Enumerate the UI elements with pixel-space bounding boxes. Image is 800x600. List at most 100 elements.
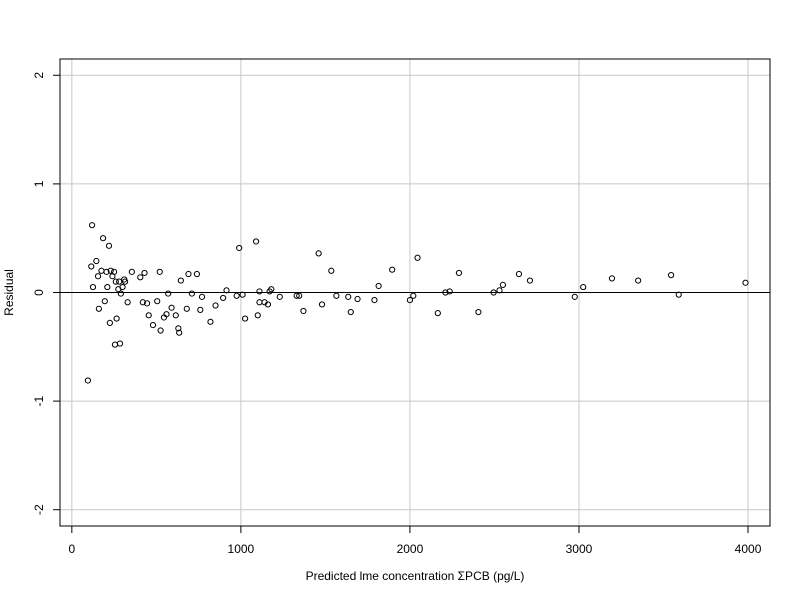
data-points bbox=[84, 222, 749, 384]
x-tick-label: 4000 bbox=[735, 542, 762, 556]
data-point bbox=[185, 270, 192, 278]
y-axis: -2 -1 0 1 2 bbox=[32, 72, 60, 515]
data-point bbox=[94, 273, 102, 280]
data-point bbox=[499, 281, 507, 288]
data-point bbox=[98, 267, 105, 274]
data-point bbox=[580, 283, 587, 291]
data-point bbox=[111, 341, 119, 348]
data-point bbox=[113, 315, 120, 322]
data-point bbox=[264, 301, 272, 308]
x-tick-label: 2000 bbox=[397, 542, 424, 556]
data-point bbox=[296, 292, 303, 299]
data-point bbox=[165, 290, 172, 297]
data-point bbox=[207, 318, 214, 325]
data-point bbox=[300, 307, 307, 315]
data-point bbox=[89, 222, 96, 229]
data-point bbox=[121, 278, 129, 285]
data-point bbox=[89, 283, 97, 291]
data-point bbox=[635, 277, 642, 284]
data-point bbox=[117, 290, 124, 297]
data-point bbox=[475, 308, 482, 316]
data-point bbox=[157, 327, 164, 334]
data-point bbox=[406, 297, 414, 304]
data-point bbox=[389, 266, 396, 273]
data-point bbox=[256, 288, 263, 295]
data-point bbox=[446, 288, 453, 295]
data-point bbox=[328, 267, 335, 274]
data-point bbox=[571, 293, 578, 300]
horizontal-grid-lines bbox=[60, 74, 770, 511]
data-point bbox=[105, 242, 113, 249]
data-point bbox=[116, 340, 124, 347]
data-point bbox=[256, 299, 263, 306]
data-point bbox=[197, 306, 204, 313]
data-point bbox=[172, 312, 179, 319]
data-point bbox=[139, 299, 146, 306]
data-point bbox=[410, 292, 417, 299]
data-point bbox=[188, 290, 195, 297]
data-point bbox=[252, 238, 260, 245]
data-point bbox=[442, 289, 449, 296]
data-point bbox=[84, 377, 91, 384]
data-point bbox=[145, 312, 152, 319]
data-point bbox=[137, 274, 144, 281]
data-point bbox=[177, 277, 184, 284]
data-point bbox=[496, 287, 503, 294]
data-point bbox=[154, 298, 161, 305]
data-point bbox=[176, 329, 183, 336]
data-point bbox=[236, 244, 243, 252]
data-point bbox=[168, 304, 175, 311]
data-point bbox=[434, 310, 441, 317]
data-point bbox=[198, 293, 206, 300]
data-point bbox=[455, 269, 463, 277]
data-point bbox=[119, 283, 126, 291]
data-point bbox=[193, 270, 201, 278]
data-point bbox=[100, 235, 107, 242]
x-axis: 0 1000 2000 3000 4000 bbox=[68, 526, 762, 556]
x-axis-label: Predicted lme concentration ΣPCB (pg/L) bbox=[306, 569, 525, 583]
data-point bbox=[103, 268, 110, 275]
data-point bbox=[175, 325, 182, 332]
y-tick-label: 2 bbox=[32, 72, 46, 79]
data-point bbox=[110, 268, 118, 275]
y-tick-label: -1 bbox=[32, 395, 46, 406]
data-point bbox=[242, 315, 249, 322]
data-point bbox=[608, 275, 616, 282]
data-point bbox=[375, 282, 382, 290]
data-point bbox=[212, 302, 219, 309]
data-point bbox=[128, 268, 135, 275]
data-point bbox=[333, 292, 340, 299]
data-point bbox=[106, 319, 113, 327]
data-point bbox=[668, 272, 675, 279]
data-point bbox=[93, 257, 100, 265]
data-point bbox=[315, 250, 322, 257]
y-tick-label: -2 bbox=[32, 504, 46, 515]
data-point bbox=[515, 270, 523, 278]
data-point bbox=[156, 268, 163, 275]
data-point bbox=[223, 287, 230, 294]
data-point bbox=[371, 297, 378, 304]
data-point bbox=[526, 277, 534, 284]
data-point bbox=[88, 263, 95, 270]
data-point bbox=[95, 305, 102, 312]
y-tick-label: 1 bbox=[32, 180, 46, 187]
data-point bbox=[183, 305, 190, 312]
data-point bbox=[143, 300, 151, 307]
data-point bbox=[101, 298, 108, 305]
x-tick-label: 3000 bbox=[566, 542, 593, 556]
data-point bbox=[293, 292, 300, 299]
data-point bbox=[318, 301, 326, 308]
data-point bbox=[254, 312, 261, 319]
data-point bbox=[233, 292, 240, 299]
data-point bbox=[414, 254, 421, 261]
data-point bbox=[354, 295, 361, 303]
data-point bbox=[112, 278, 119, 285]
data-point bbox=[347, 308, 354, 316]
data-point bbox=[268, 286, 275, 293]
data-point bbox=[490, 289, 497, 296]
data-point bbox=[742, 279, 749, 286]
data-point bbox=[220, 294, 227, 302]
y-tick-label: 0 bbox=[32, 289, 46, 296]
data-point bbox=[276, 293, 283, 300]
data-point bbox=[675, 291, 682, 298]
